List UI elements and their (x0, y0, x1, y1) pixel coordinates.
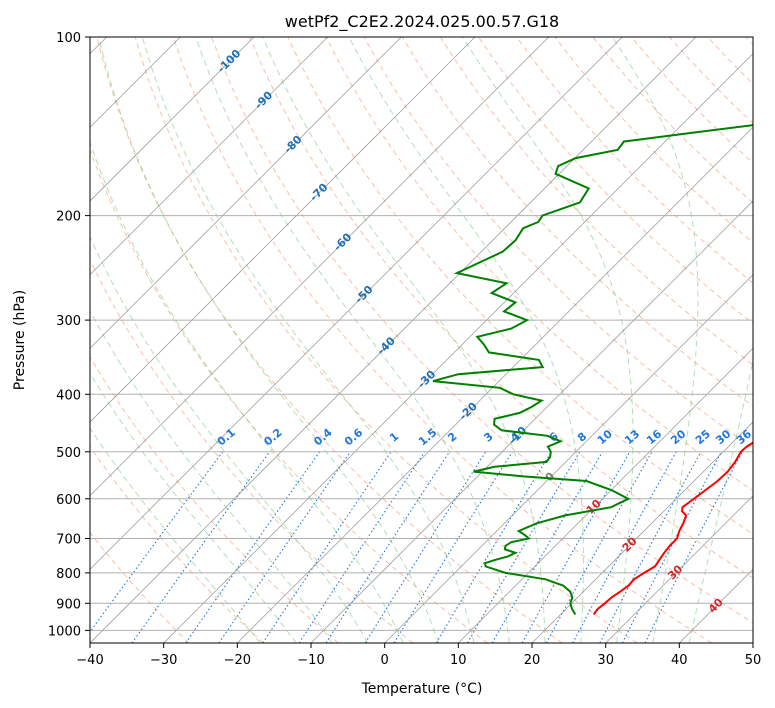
y-axis-label: Pressure (hPa) (12, 290, 28, 390)
isotherm (605, 495, 753, 643)
x-tick-label: 50 (745, 653, 762, 668)
mixing-ratio-line (364, 451, 487, 643)
moist-adiabat (90, 309, 333, 643)
moist-adiabat (90, 427, 261, 643)
mixing-ratio-line (298, 451, 426, 643)
isotherm (90, 37, 402, 349)
moist-adiabat (90, 372, 297, 643)
isotherm (90, 37, 549, 497)
moist-adiabat (462, 37, 634, 643)
dry-adiabat (134, 37, 638, 643)
mixing-ratio-line (545, 451, 653, 643)
dewpoint-line (432, 124, 753, 616)
mixing-ratio-line (521, 451, 631, 643)
y-tick-label: 800 (56, 567, 81, 582)
y-tick-label: 500 (56, 446, 81, 461)
dry-adiabat (90, 355, 339, 643)
mixing-ratio-line (218, 451, 351, 643)
x-tick-label: 30 (597, 653, 614, 668)
moist-adiabat (90, 235, 369, 643)
y-tick-label: 400 (56, 388, 81, 403)
mixing-ratio-line (131, 451, 271, 643)
dry-adiabat (516, 37, 753, 284)
isotherms (90, 37, 753, 643)
mixing-ratio-line (599, 451, 702, 643)
mixing-ratio-line (644, 451, 743, 643)
x-axis-label: Temperature (°C) (361, 681, 483, 697)
dry-adiabat (90, 445, 264, 643)
dry-adiabat (439, 37, 753, 366)
moist-adiabat (90, 140, 404, 643)
y-tick-label: 600 (56, 493, 81, 508)
moist-adiabat (348, 37, 584, 643)
isotherm (531, 421, 753, 643)
mixing-ratio-lines (90, 451, 743, 643)
moist-adiabat (141, 37, 475, 643)
moist-adiabat (611, 37, 699, 643)
isotherm (458, 347, 753, 643)
dry-adiabat (90, 148, 488, 643)
y-tick-label: 300 (56, 314, 81, 329)
x-tick-label: −30 (150, 653, 177, 668)
moist-adiabat (195, 37, 510, 643)
dry-adiabat (249, 37, 753, 579)
isotherm (237, 126, 753, 643)
moist-adiabat (262, 37, 546, 643)
dry-adiabat (211, 37, 753, 624)
moist-adiabats (90, 37, 753, 643)
mixing-ratio-line (325, 451, 451, 643)
mixing-ratio-line (262, 451, 392, 643)
mixing-ratio-line (435, 451, 552, 643)
y-tick-label: 700 (56, 533, 81, 548)
moist-adiabat (688, 358, 753, 643)
isotherm (163, 53, 753, 643)
x-tick-label: 0 (381, 653, 389, 668)
y-tick-label: 1000 (48, 624, 81, 639)
y-tick-label: 100 (56, 31, 81, 46)
x-tick-label: 20 (524, 653, 541, 668)
y-tick-label: 200 (56, 210, 81, 225)
x-tick-label: 10 (450, 653, 467, 668)
x-tick-label: −20 (224, 653, 251, 668)
isobars (90, 37, 753, 631)
x-tick-label: 40 (671, 653, 688, 668)
x-axis-ticks: −40 −30 −20 −10 0 10 20 30 40 50 (76, 643, 761, 668)
moist-adiabat (98, 37, 439, 643)
x-tick-label: −10 (297, 653, 324, 668)
mixing-ratio-label: 36 (734, 427, 754, 447)
mixing-ratio-line (572, 451, 677, 643)
x-tick-label: −40 (76, 653, 103, 668)
mixing-ratio-line (185, 451, 321, 643)
chart-title: wetPf2_C2E2.2024.025.00.57.G18 (285, 12, 559, 32)
y-axis-ticks: 100 200 300 400 500 600 700 800 900 1000 (48, 31, 90, 639)
isotherm (90, 37, 328, 276)
y-tick-label: 900 (56, 597, 81, 612)
isotherm (90, 37, 476, 423)
isotherm (90, 37, 623, 570)
isotherm (90, 37, 255, 202)
plot-area: 0.1 0.2 0.4 0.6 1 1.5 2 3 4 6 8 10 13 16 20 25 30 36-100-… (90, 37, 754, 643)
isotherm (310, 200, 753, 643)
temperature-line (592, 441, 753, 616)
mixing-ratio-line (90, 451, 224, 633)
dry-adiabats (90, 37, 753, 643)
plot-frame (89, 36, 754, 644)
isotherm (90, 37, 697, 643)
dry-adiabat (90, 531, 190, 643)
dry-adiabat (401, 37, 753, 407)
dry-adiabat (172, 37, 712, 643)
isotherm (384, 274, 753, 643)
